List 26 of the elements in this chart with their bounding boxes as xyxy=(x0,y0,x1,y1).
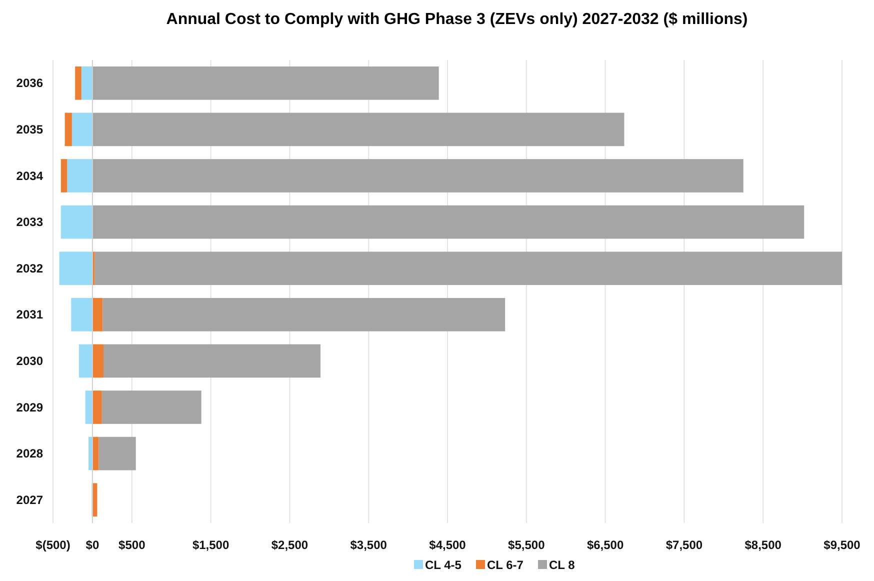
x-tick-label: $2,500 xyxy=(271,538,308,552)
y-tick-label: 2033 xyxy=(16,215,44,230)
x-tick-label: $(500) xyxy=(36,538,70,552)
x-tick-label: $5,500 xyxy=(508,538,546,552)
x-tick-label: $9,500 xyxy=(824,538,861,552)
legend-label: CL 8 xyxy=(549,558,576,572)
y-tick-label: 2034 xyxy=(16,168,44,183)
y-tick-label: 2031 xyxy=(16,308,44,322)
x-tick-label: $1,500 xyxy=(192,538,230,552)
x-tick-label: $0 xyxy=(86,538,100,552)
x-tick-label: $4,500 xyxy=(429,538,466,552)
y-tick-label: 2029 xyxy=(16,400,44,414)
x-tick-label: $3,500 xyxy=(350,538,388,552)
y-tick-label: 2032 xyxy=(16,261,44,276)
y-tick-label: 2030 xyxy=(16,354,44,368)
x-tick-label: $500 xyxy=(118,538,146,552)
y-tick-label: 2028 xyxy=(16,446,44,461)
chart-title: Annual Cost to Comply with GHG Phase 3 (ZEVs only) 2027-2032 ($ millions) xyxy=(166,11,748,28)
y-tick-label: 2035 xyxy=(16,122,44,136)
x-tick-label: $8,500 xyxy=(744,538,782,552)
y-tick-label: 2027 xyxy=(16,492,44,507)
y-tick-label: 2036 xyxy=(16,76,44,90)
legend-label: CL 6-7 xyxy=(487,558,524,572)
x-tick-label: $6,500 xyxy=(586,538,624,552)
legend-label: CL 4-5 xyxy=(425,558,462,572)
x-tick-label: $7,500 xyxy=(666,538,703,552)
